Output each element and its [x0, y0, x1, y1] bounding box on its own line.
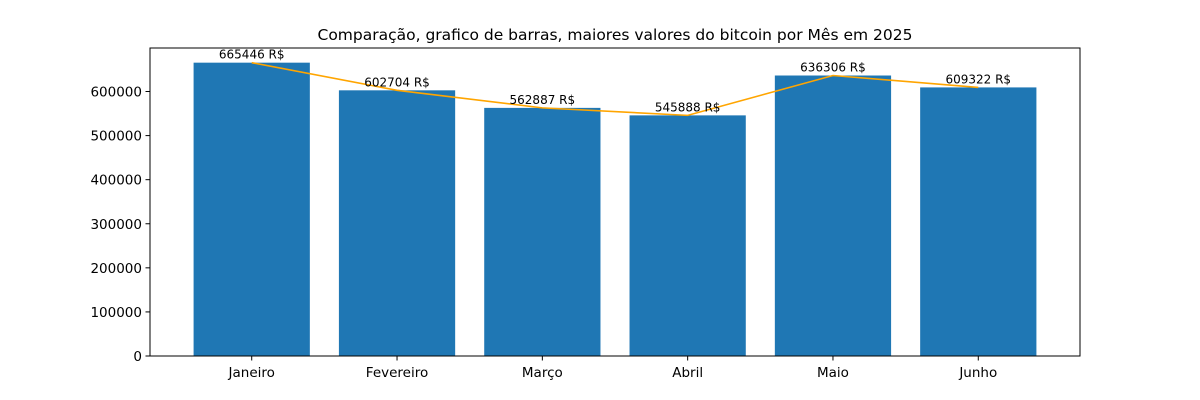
- chart-title: Comparação, grafico de barras, maiores v…: [318, 26, 913, 44]
- y-tick-label: 100000: [90, 305, 142, 321]
- x-tick-label: Fevereiro: [366, 365, 428, 381]
- y-tick-label: 0: [133, 349, 142, 365]
- y-tick-label: 300000: [90, 217, 142, 233]
- data-label: 636306 R$: [800, 61, 866, 75]
- bar-maio: [774, 75, 892, 356]
- bar-junho: [920, 87, 1037, 356]
- y-tick-label: 500000: [90, 129, 142, 145]
- y-tick-label: 600000: [90, 85, 142, 101]
- data-label: 545888 R$: [655, 100, 721, 114]
- bar-abril: [629, 115, 746, 357]
- data-label: 665446 R$: [219, 48, 285, 62]
- line-series-group: [251, 61, 979, 117]
- data-label: 562887 R$: [510, 93, 576, 107]
- data-label: 602704 R$: [364, 75, 430, 89]
- x-tick-label: Março: [522, 365, 563, 381]
- x-tick-label: Maio: [817, 365, 849, 381]
- y-axis: 0 100000 200000 300000 400000 500000 600000: [90, 85, 150, 365]
- y-tick-label: 200000: [90, 261, 142, 277]
- bar-janeiro: [193, 62, 310, 357]
- x-tick-label: Abril: [672, 365, 703, 381]
- data-label: 609322 R$: [945, 72, 1011, 86]
- bar-fevereiro: [338, 90, 456, 356]
- x-tick-label: Janeiro: [228, 365, 275, 381]
- bars-group: [193, 62, 1037, 357]
- y-tick-label: 400000: [90, 173, 142, 189]
- line-series: [251, 61, 979, 117]
- x-tick-label: Junho: [958, 365, 997, 381]
- bar-mar-o: [484, 107, 601, 356]
- plot-frame: [149, 47, 1081, 357]
- x-axis: Janeiro Fevereiro Março Abril Maio Junho: [228, 356, 997, 381]
- data-labels-group: 665446 R$ 602704 R$ 562887 R$ 545888 R$ 6363…: [219, 48, 1011, 115]
